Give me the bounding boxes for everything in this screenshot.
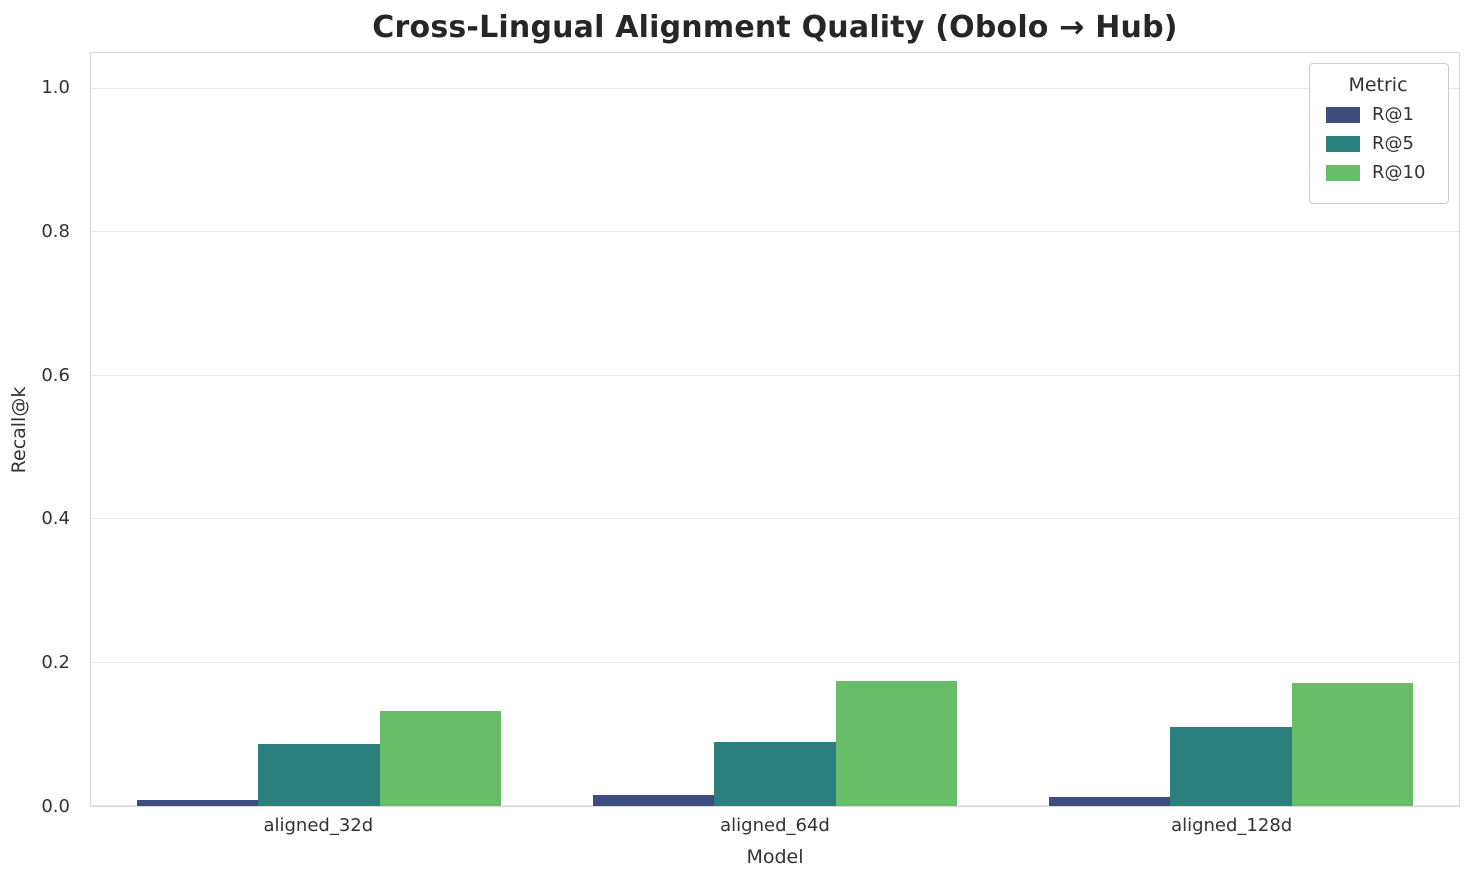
bar-aligned_128d-R@10 (1291, 683, 1414, 806)
y-tick-label: 0.0 (41, 796, 70, 817)
x-tick-label: aligned_64d (720, 815, 830, 836)
gridline (91, 87, 1459, 89)
chart-title: Cross-Lingual Alignment Quality (Obolo →… (372, 10, 1178, 45)
x-axis-label: Model (746, 846, 804, 868)
bar-groups (91, 53, 1459, 806)
gridline (91, 518, 1459, 520)
bar-group-aligned_128d (1003, 53, 1459, 806)
legend-title: Metric (1348, 74, 1408, 96)
bar-aligned_32d-R@1 (136, 800, 259, 806)
bar-aligned_128d-R@5 (1170, 727, 1292, 806)
gridline (91, 231, 1459, 233)
gridline (91, 374, 1459, 376)
y-axis-ticks: 0.0 0.2 0.4 0.6 0.8 1.0 (0, 52, 80, 816)
gridline (91, 661, 1459, 663)
legend-item-R@5: R@5 (1326, 133, 1430, 154)
legend-label: R@1 (1372, 104, 1414, 125)
legend-items: R@1 R@5 R@10 (1324, 104, 1432, 183)
legend-label: R@5 (1372, 133, 1414, 154)
bar-aligned_64d-R@1 (592, 794, 715, 806)
y-tick-label: 0.4 (41, 508, 70, 530)
y-tick-label: 0.2 (41, 652, 70, 674)
bar-group-aligned_64d (547, 53, 1003, 806)
legend-item-R@10: R@10 (1326, 162, 1430, 183)
y-tick-label: 0.6 (41, 364, 70, 386)
bar-group-aligned_32d (91, 53, 547, 806)
bar-aligned_32d-R@10 (379, 711, 502, 806)
legend-swatch-icon (1326, 135, 1360, 152)
y-tick-label: 1.0 (41, 76, 70, 98)
x-tick-label: aligned_32d (263, 815, 374, 836)
legend-item-R@1: R@1 (1326, 104, 1430, 125)
bar-aligned_64d-R@5 (714, 742, 836, 806)
plot-area: Metric R@1 R@5 R@10 (90, 52, 1460, 807)
bar-aligned_64d-R@10 (835, 681, 958, 806)
y-tick-label: 0.8 (41, 220, 70, 242)
legend-swatch-icon (1326, 164, 1360, 181)
legend: Metric R@1 R@5 R@10 (1309, 63, 1449, 204)
legend-label: R@10 (1372, 162, 1426, 183)
bar-aligned_32d-R@5 (258, 744, 380, 806)
bar-aligned_128d-R@1 (1048, 796, 1171, 806)
x-tick-label: aligned_128d (1171, 815, 1293, 836)
x-axis-ticks: aligned_32d aligned_64d aligned_128d (90, 815, 1460, 836)
legend-swatch-icon (1326, 106, 1360, 123)
